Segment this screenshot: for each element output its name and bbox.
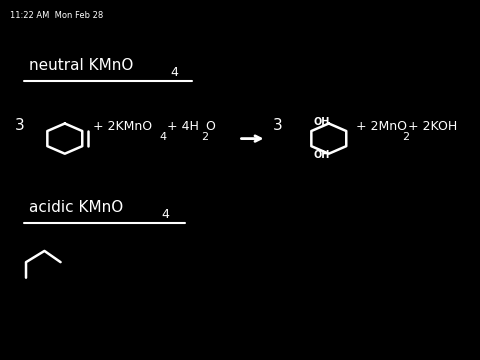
Text: 4: 4: [160, 132, 167, 142]
Text: 11:22 AM  Mon Feb 28: 11:22 AM Mon Feb 28: [10, 11, 103, 20]
Text: OH: OH: [313, 150, 330, 160]
Text: O: O: [205, 120, 216, 132]
Text: 4: 4: [162, 208, 169, 221]
Text: + 2KMnO: + 2KMnO: [93, 120, 152, 132]
Text: + 2KOH: + 2KOH: [408, 120, 457, 132]
Text: 3: 3: [14, 118, 24, 134]
Text: 4: 4: [170, 66, 178, 78]
Text: + 2MnO: + 2MnO: [356, 120, 407, 132]
Text: neutral KMnO: neutral KMnO: [29, 58, 133, 73]
Text: OH: OH: [313, 117, 330, 127]
Text: + 4H: + 4H: [167, 120, 199, 132]
Text: 2: 2: [402, 132, 409, 142]
Text: 3: 3: [273, 118, 282, 134]
Text: 2: 2: [201, 132, 208, 142]
Text: acidic KMnO: acidic KMnO: [29, 200, 123, 215]
